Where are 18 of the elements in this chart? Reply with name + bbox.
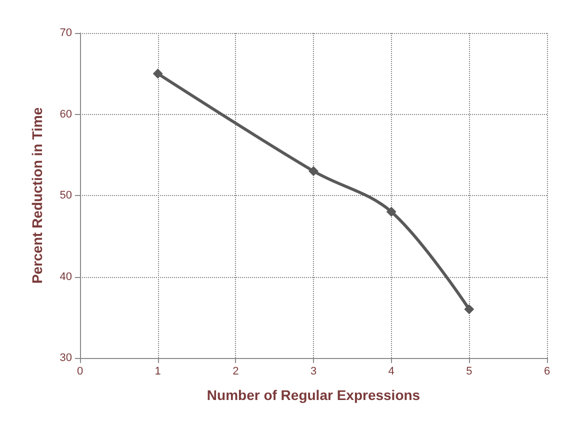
y-tick-label: 50 [60,190,72,202]
y-tick-label: 40 [60,270,72,283]
x-tick-label: 5 [466,366,472,378]
y-axis-title: Percent Reduction in Time [29,107,45,284]
point [308,166,318,176]
x-tick-label: 2 [232,366,239,378]
x-tick-label: 0 [76,366,84,378]
x-tick-label: 1 [154,366,161,378]
y-tick-label: 60 [60,108,72,120]
y-tick-label: 30 [60,352,72,364]
x-tick-label: 6 [544,366,550,378]
x-axis-title: Number of Regular Expressions [206,387,420,403]
x-tick-label: 4 [388,366,394,378]
point [152,68,163,79]
y-tick-label: 70 [60,27,72,39]
point [386,206,396,217]
x-tick-label: 3 [310,366,317,378]
point [464,304,474,314]
